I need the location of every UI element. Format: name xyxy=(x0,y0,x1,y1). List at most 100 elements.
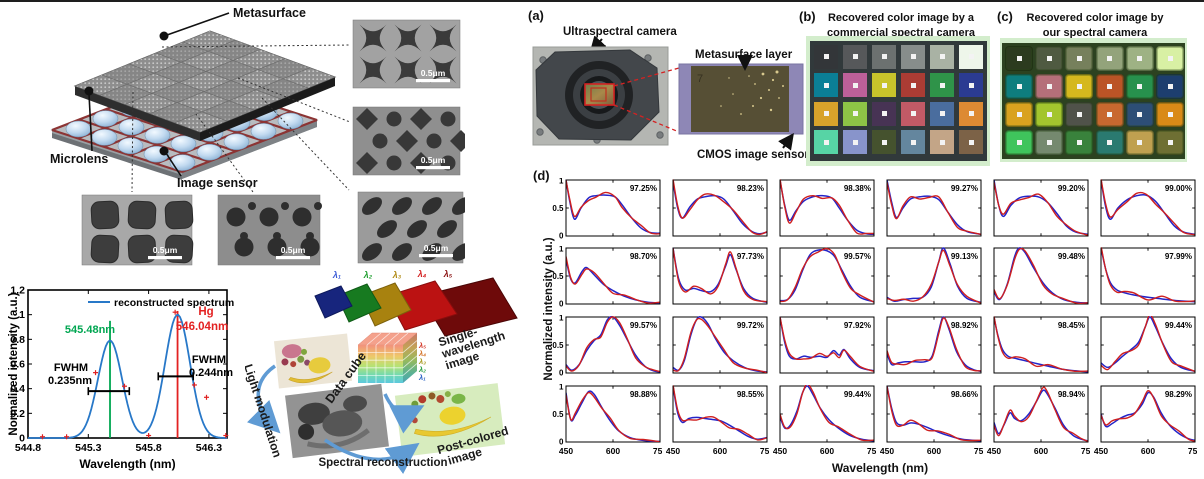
spectral-reconstruction-arrow xyxy=(324,438,420,475)
patch-center-marker xyxy=(1016,140,1022,146)
y-tick-label: 0.8 xyxy=(10,334,25,346)
lambda4-label: λ₄ xyxy=(417,269,427,279)
blue-curve xyxy=(994,179,1088,236)
blue-curve xyxy=(887,179,981,235)
color-checker-board xyxy=(810,41,987,161)
patch-center-marker xyxy=(1046,55,1052,61)
similarity-pct: 99.48% xyxy=(1058,252,1085,261)
panel-b-tag: (b) xyxy=(799,9,816,24)
similarity-pct: 98.70% xyxy=(630,252,657,261)
blue-curve xyxy=(780,316,874,372)
similarity-pct: 99.20% xyxy=(1058,184,1085,193)
fwhm-left-label: FWHM xyxy=(54,362,88,374)
color-scene-image xyxy=(271,330,355,392)
camera-photo xyxy=(532,46,669,146)
similarity-pct: 99.72% xyxy=(737,321,764,330)
patch-center-marker xyxy=(1107,55,1113,61)
color-patch xyxy=(1125,101,1154,127)
svg-text:600: 600 xyxy=(927,446,941,456)
red-curve xyxy=(1101,390,1195,442)
sem-ellipse-holes: 0.5μm xyxy=(357,191,465,264)
similarity-pct: 97.99% xyxy=(1165,252,1192,261)
red-curve xyxy=(887,317,981,372)
metasurface-label: Metasurface xyxy=(233,6,306,20)
patch-center-marker xyxy=(939,82,945,88)
image-sensor-leader-dot xyxy=(159,146,169,156)
color-patch xyxy=(843,73,867,97)
similarity-pct: 98.66% xyxy=(951,390,978,399)
patch-center-marker xyxy=(1107,140,1113,146)
cube-lambda5-label: λ₅ xyxy=(418,341,426,350)
patch-center-marker xyxy=(1107,111,1113,117)
data-cube: λ₅ λ₄ λ₃ λ₂ λ₁ xyxy=(357,332,426,383)
y-tick-label: 0.6 xyxy=(10,359,25,371)
svg-text:0.5: 0.5 xyxy=(552,204,564,213)
cmos-label: CMOS image sensor xyxy=(697,149,809,161)
red-curve xyxy=(1101,316,1195,372)
patch-center-marker xyxy=(881,82,887,88)
spectrum-cell: 99.57% xyxy=(779,247,875,305)
spectrum-cell: 99.44% 450 600 750 xyxy=(773,385,876,456)
color-patch xyxy=(1005,73,1033,99)
patch-center-marker xyxy=(910,111,916,116)
patch-center-marker xyxy=(910,82,916,88)
y-tick-label: 0 xyxy=(19,433,25,445)
spectrum-cell: 98.66% 450 600 750 xyxy=(880,385,983,456)
patch-center-marker xyxy=(852,82,858,88)
svg-text:750: 750 xyxy=(1188,446,1197,456)
color-patch xyxy=(814,130,838,154)
color-patch xyxy=(901,101,925,126)
similarity-pct: 99.00% xyxy=(1165,184,1192,193)
color-patch xyxy=(930,101,954,126)
y-tick-label: 0.2 xyxy=(10,408,25,420)
spectrum-cell: 99.00% xyxy=(1100,179,1196,237)
spectrum-cell: 97.92% xyxy=(779,316,875,374)
red-curve xyxy=(673,179,767,236)
x-tick-label: 450 xyxy=(1094,446,1108,456)
metasurface-chip-photo: 7 xyxy=(678,63,804,135)
spectrum-cell: 98.94% 450 600 750 xyxy=(987,385,1090,456)
x-tick-label: 450 xyxy=(666,446,680,456)
patch-center-marker xyxy=(1016,83,1022,89)
color-patch xyxy=(930,73,954,97)
patch-center-marker xyxy=(823,82,829,88)
right-peak-label: 546.04nm xyxy=(176,321,228,333)
svg-text:0.5: 0.5 xyxy=(552,341,564,350)
red-curve xyxy=(887,182,981,235)
cube-lambda3-label: λ₃ xyxy=(418,357,426,366)
patch-center-marker xyxy=(1167,83,1173,89)
metasurface-schematic: Metasurface Microlens Image sensor xyxy=(50,6,351,193)
color-patch xyxy=(843,130,867,154)
y-tick-label: 1.2 xyxy=(10,285,25,297)
color-patch xyxy=(872,44,896,69)
svg-text:0.244nm: 0.244nm xyxy=(189,367,233,379)
cube-lambda4-label: λ₄ xyxy=(418,349,426,358)
legend-label: reconstructed spectrum xyxy=(114,297,234,309)
patch-center-marker xyxy=(1046,111,1052,117)
patch-center-marker xyxy=(1137,55,1143,61)
x-tick-label: 546.3 xyxy=(196,442,222,454)
patch-center-marker xyxy=(1137,111,1143,117)
patch-center-marker xyxy=(939,54,945,59)
color-patch xyxy=(1095,45,1124,71)
lambda3-label: λ₃ xyxy=(392,270,402,280)
svg-text:600: 600 xyxy=(713,446,727,456)
patch-center-marker xyxy=(1137,83,1143,89)
patch-center-marker xyxy=(1137,140,1143,146)
svg-text:0.235nm: 0.235nm xyxy=(48,375,92,387)
svg-text:600: 600 xyxy=(1034,446,1048,456)
color-patch xyxy=(1005,101,1033,127)
svg-text:750: 750 xyxy=(1081,446,1090,456)
color-patch xyxy=(1005,130,1033,156)
svg-text:0: 0 xyxy=(559,232,564,241)
red-curve xyxy=(887,386,981,442)
patch-center-marker xyxy=(1016,111,1022,117)
pipeline-arrows xyxy=(247,364,425,475)
color-patch xyxy=(814,73,838,97)
y-tick-label: 1 xyxy=(559,246,564,254)
color-patch xyxy=(1095,130,1124,156)
microlens xyxy=(118,118,145,136)
similarity-pct: 97.25% xyxy=(630,184,657,193)
spectrum-cell: 99.57% 1 0.5 0 xyxy=(552,315,661,378)
